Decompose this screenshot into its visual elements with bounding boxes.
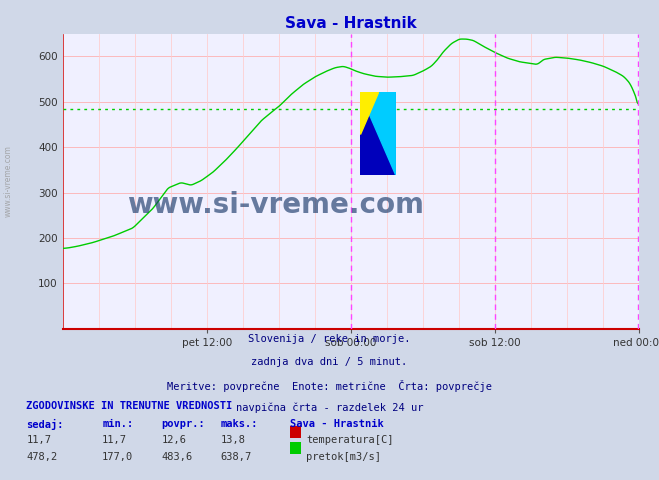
Text: 13,8: 13,8	[221, 435, 246, 445]
Text: pretok[m3/s]: pretok[m3/s]	[306, 452, 382, 462]
Text: 478,2: 478,2	[26, 452, 57, 462]
Text: 638,7: 638,7	[221, 452, 252, 462]
Polygon shape	[360, 92, 396, 175]
Text: 177,0: 177,0	[102, 452, 133, 462]
Text: 12,6: 12,6	[161, 435, 186, 445]
Text: temperatura[C]: temperatura[C]	[306, 435, 394, 445]
Text: min.:: min.:	[102, 419, 133, 429]
Text: ZGODOVINSKE IN TRENUTNE VREDNOSTI: ZGODOVINSKE IN TRENUTNE VREDNOSTI	[26, 401, 233, 411]
Text: maks.:: maks.:	[221, 419, 258, 429]
Polygon shape	[360, 92, 378, 133]
Text: Meritve: povprečne  Enote: metrične  Črta: povprečje: Meritve: povprečne Enote: metrične Črta:…	[167, 380, 492, 392]
Text: 11,7: 11,7	[102, 435, 127, 445]
Text: sedaj:: sedaj:	[26, 419, 64, 430]
Text: Sava - Hrastnik: Sava - Hrastnik	[290, 419, 384, 429]
Text: 11,7: 11,7	[26, 435, 51, 445]
Polygon shape	[360, 92, 396, 175]
Text: povpr.:: povpr.:	[161, 419, 205, 429]
Text: 483,6: 483,6	[161, 452, 192, 462]
Text: navpična črta - razdelek 24 ur: navpična črta - razdelek 24 ur	[236, 403, 423, 413]
Title: Sava - Hrastnik: Sava - Hrastnik	[285, 16, 416, 31]
Text: www.si-vreme.com: www.si-vreme.com	[127, 191, 424, 219]
Text: www.si-vreme.com: www.si-vreme.com	[4, 145, 13, 217]
Text: zadnja dva dni / 5 minut.: zadnja dva dni / 5 minut.	[251, 357, 408, 367]
Text: Slovenija / reke in morje.: Slovenija / reke in morje.	[248, 334, 411, 344]
